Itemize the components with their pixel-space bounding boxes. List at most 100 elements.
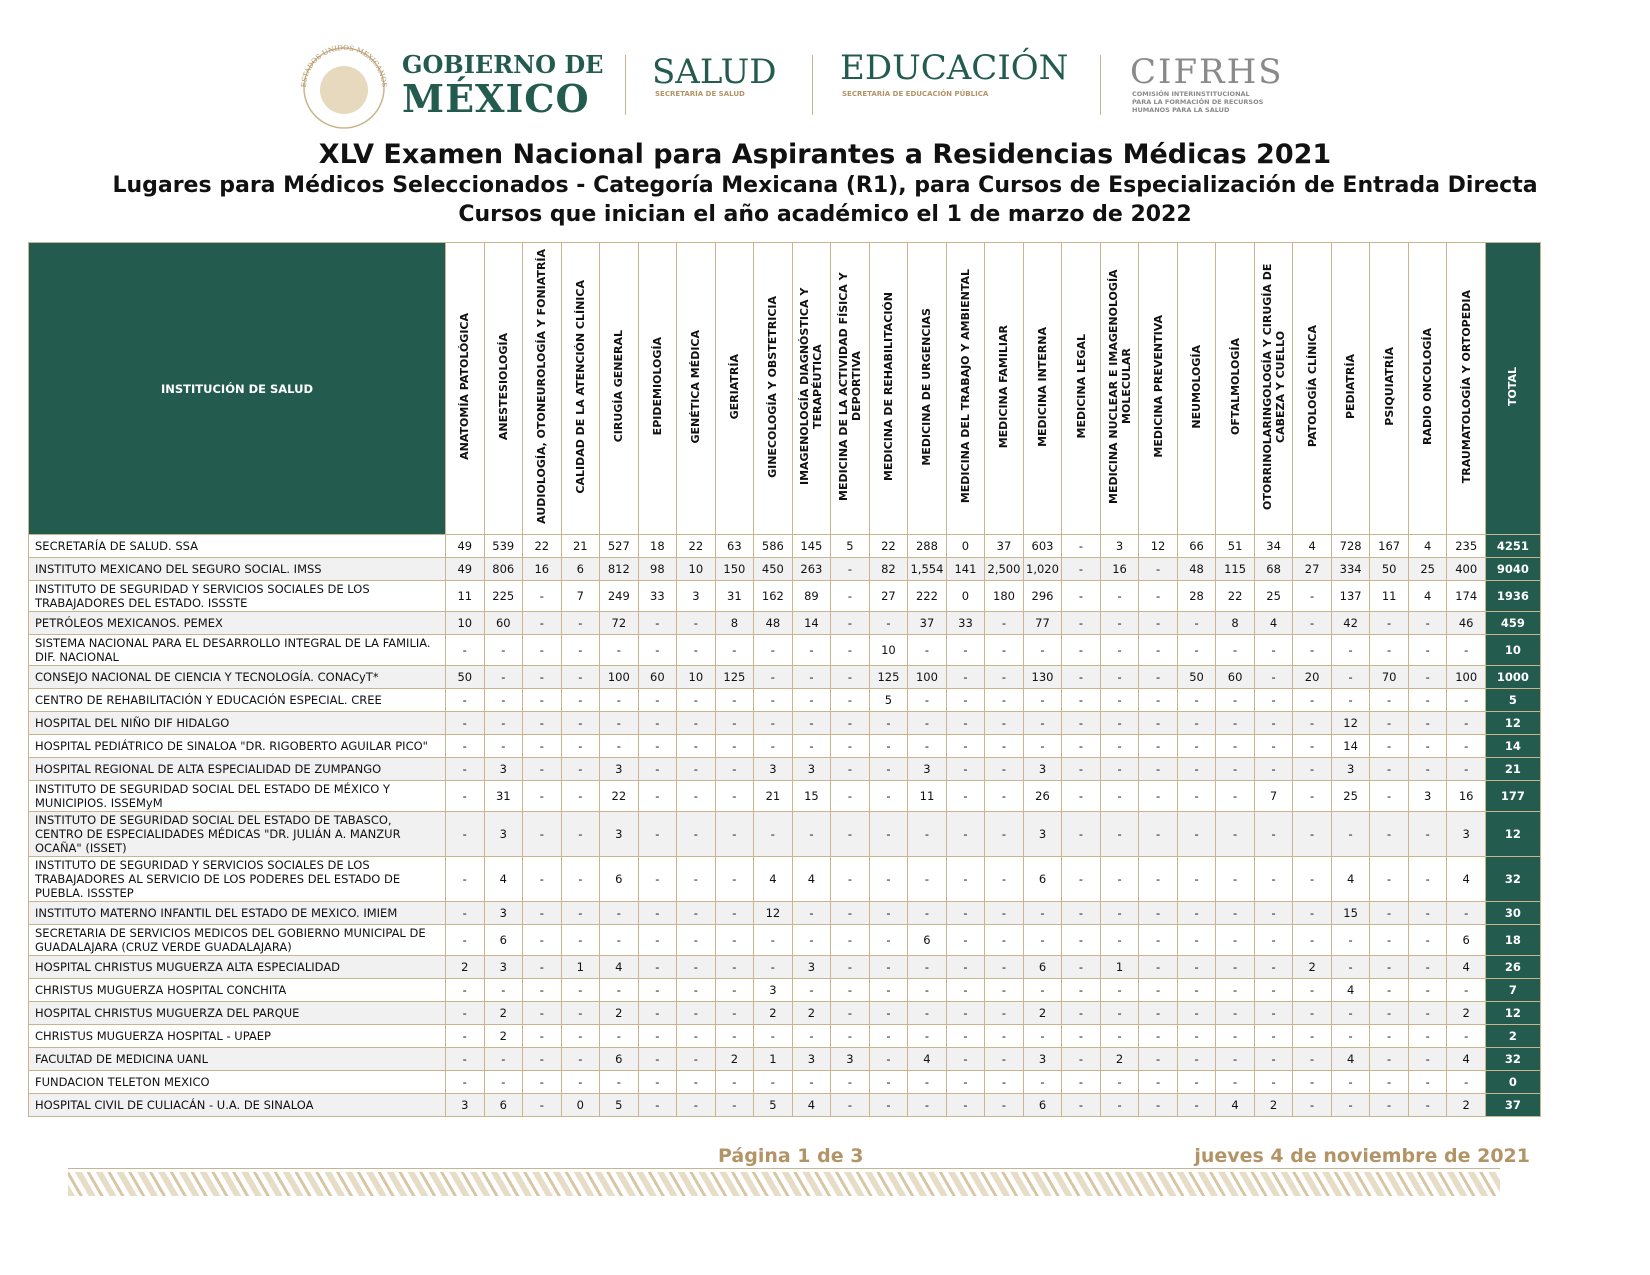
column-header: MEDICINA INTERNA [1022,242,1063,535]
cell: 2 [1022,1001,1063,1025]
cell: 37 [907,611,947,635]
cell: - [1407,665,1448,689]
cell: 4 [1330,1047,1371,1071]
cell: 2 [599,1001,639,1025]
cell: - [637,955,678,979]
column-header: PATOLOGÍA CLÍNICA [1292,242,1332,535]
cell: - [1215,811,1255,857]
cell: - [445,1024,485,1048]
cell: - [445,856,485,902]
cell: - [1446,978,1486,1002]
cell: - [1446,711,1486,735]
cell: - [1138,1024,1178,1048]
cell: - [984,1093,1024,1117]
institution: HOSPITAL DEL NIÑO DIF HIDALGO [28,711,446,735]
cell: 3 [599,757,639,781]
cell: 3 [1022,1047,1063,1071]
cell: - [1215,634,1255,666]
column-header: MEDICINA DE URGENCIAS [907,242,947,535]
cell: 77 [1022,611,1063,635]
cell: - [830,580,870,612]
institution: FUNDACION TELETON MEXICO [28,1070,446,1094]
cell: - [1407,978,1448,1002]
cell: 15 [1330,901,1371,925]
cell: - [1369,634,1409,666]
cell: 4 [1253,611,1294,635]
cell: - [868,611,909,635]
column-header-text: ANESTESIOLOGÍA [496,332,510,441]
row: INSTITUTO MEXICANO DEL SEGURO SOCIAL. IM… [28,557,1541,581]
cell: - [1176,1024,1217,1048]
cell: - [1292,711,1332,735]
cell: - [945,780,986,812]
cell: - [1099,1093,1140,1117]
cell: - [714,734,755,758]
cell: - [1138,811,1178,857]
cell: 180 [984,580,1024,612]
cell: - [945,711,986,735]
cell: 10 [445,611,485,635]
cell: - [1022,1024,1063,1048]
cell: - [637,856,678,902]
cell: 4 [483,856,524,902]
cell: - [483,634,524,666]
cell: - [522,634,562,666]
cell: - [830,978,870,1002]
cell: - [560,1001,601,1025]
institution: SECRETARÍA DE SALUD. SSA [28,534,446,558]
institution: HOSPITAL REGIONAL DE ALTA ESPECIALIDAD D… [28,757,446,781]
cell: 22 [522,534,562,558]
cell: - [445,711,485,735]
cell: - [945,856,986,902]
row: INSTITUTO DE SEGURIDAD Y SERVICIOS SOCIA… [28,580,1541,612]
cell: - [830,1024,870,1048]
total-cell: 26 [1484,955,1541,979]
cell: - [1138,611,1178,635]
cell: - [637,1070,678,1094]
cell: - [599,711,639,735]
cell: - [1292,688,1332,712]
cell: - [1176,611,1217,635]
column-header: AUDIOLOGÍA, OTONEUROLOGÍA Y FONIATRÍA [522,242,562,535]
cell: - [483,711,524,735]
cell: 3 [445,1093,485,1117]
cell: - [1292,901,1332,925]
cell: - [483,734,524,758]
cell: - [1253,924,1294,956]
cell: - [907,634,947,666]
cell: 33 [945,611,986,635]
cell: - [945,1070,986,1094]
institution: CHRISTUS MUGUERZA HOSPITAL CONCHITA [28,978,446,1002]
row: HOSPITAL CHRISTUS MUGUERZA ALTA ESPECIAL… [28,955,1541,979]
cell: - [599,978,639,1002]
cell: 60 [1215,665,1255,689]
cell: 10 [676,665,716,689]
cell: - [1176,711,1217,735]
cell: - [522,780,562,812]
column-header: IMAGENOLOGÍA DIAGNÓSTICA Y TERAPÉUTICA [791,242,832,535]
column-header: TOTAL [1484,242,1541,535]
cell: - [1330,665,1371,689]
cell: - [1330,1001,1371,1025]
cell: - [522,924,562,956]
cell: - [945,688,986,712]
cell: - [1292,1093,1332,1117]
cell: - [1407,611,1448,635]
row: SISTEMA NACIONAL PARA EL DESARROLLO INTE… [28,634,1541,666]
cell: - [1446,734,1486,758]
cell: - [1292,1024,1332,1048]
cell: 98 [637,557,678,581]
cell: 100 [1446,665,1486,689]
cell: - [560,1047,601,1071]
cell: - [676,634,716,666]
cell: 14 [1330,734,1371,758]
cell: 46 [1446,611,1486,635]
cell: - [676,901,716,925]
cell: - [945,978,986,1002]
cell: 728 [1330,534,1371,558]
cell: 6 [1022,1093,1063,1117]
cell: 174 [1446,580,1486,612]
cell: - [522,665,562,689]
cell: 6 [599,856,639,902]
cell: - [791,901,832,925]
